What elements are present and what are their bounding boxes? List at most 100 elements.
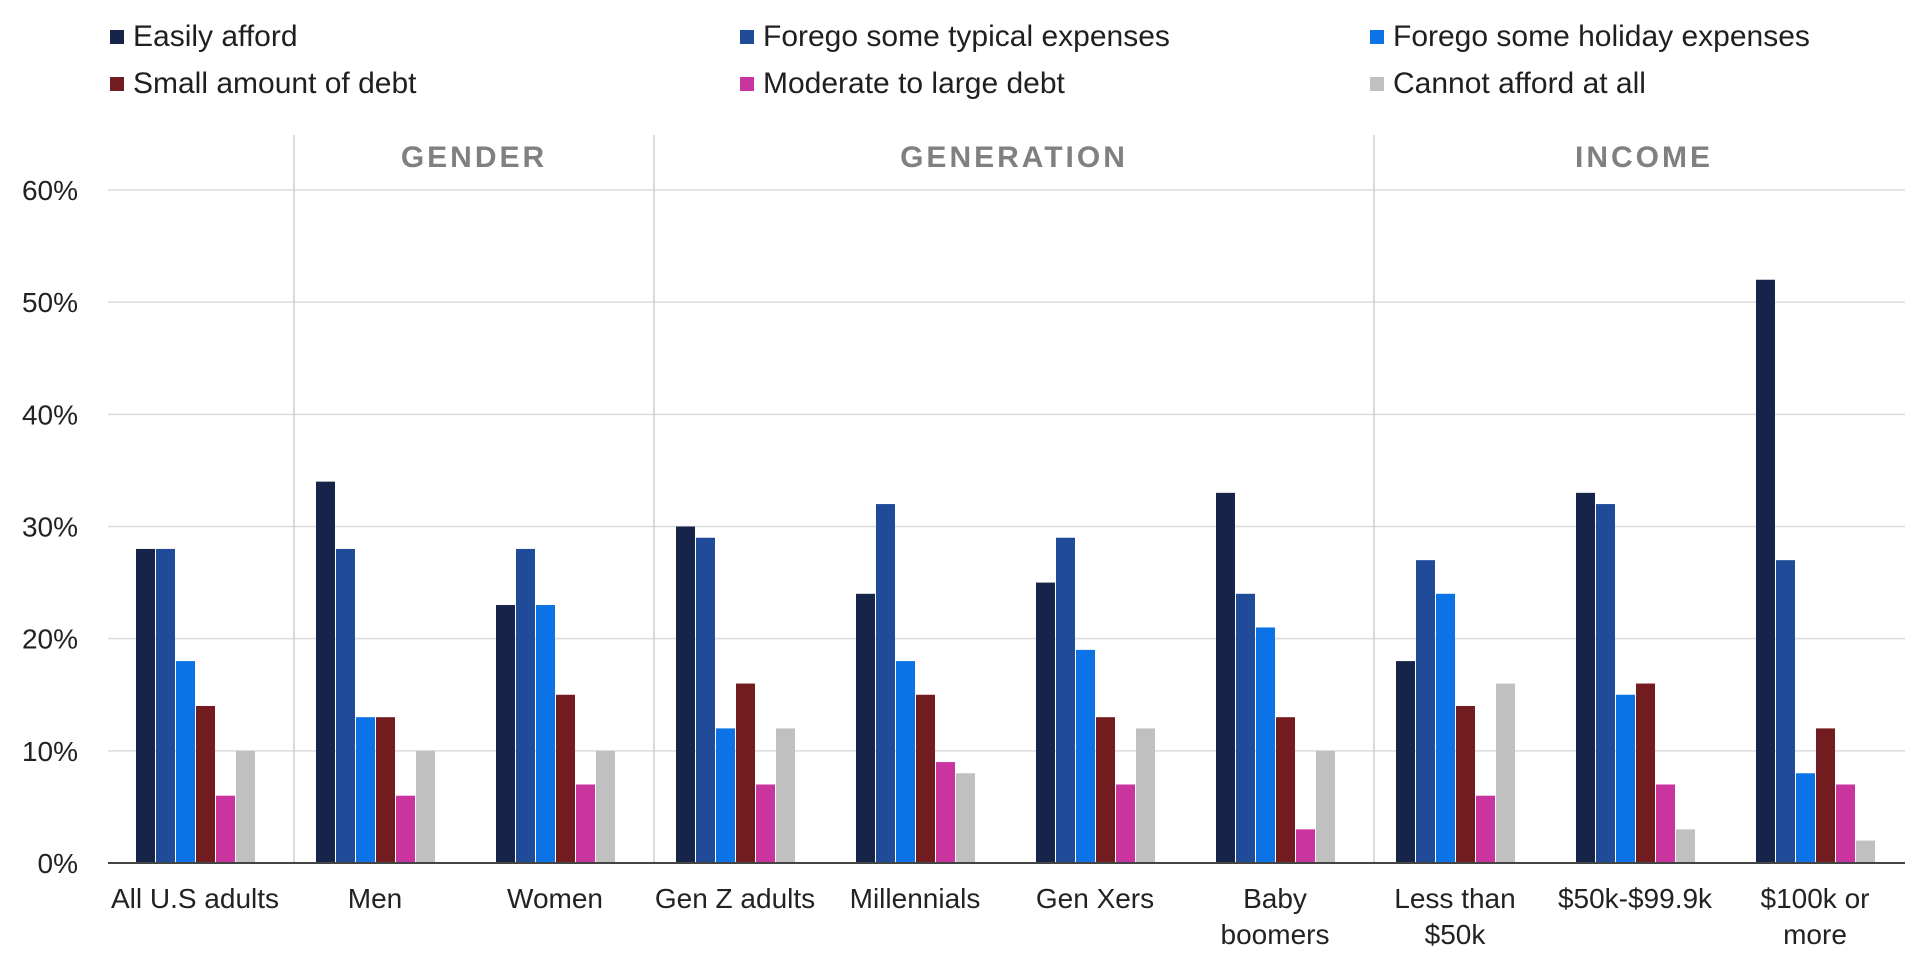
bar [776,728,795,863]
group-label: GENERATION [900,141,1128,174]
x-tick-label: Millennials [850,883,981,914]
legend-swatch [740,30,754,44]
bar [1116,784,1135,863]
x-tick-label: Less than [1394,883,1515,914]
bar [536,605,555,863]
legend-label: Forego some typical expenses [763,20,1170,53]
x-tick-label: All U.S adults [111,883,279,914]
legend-item: Forego some holiday expenses [1370,20,1810,54]
x-tick-label: boomers [1221,919,1330,950]
bar [1636,683,1655,863]
x-tick-label: $100k or [1761,883,1870,914]
bar [1056,537,1075,863]
bar [1596,504,1615,863]
legend-item: Easily afford [110,20,298,54]
legend-label: Moderate to large debt [763,67,1065,100]
legend-label: Forego some holiday expenses [1393,20,1810,53]
bar [216,795,235,863]
bar [1836,784,1855,863]
legend-label: Cannot afford at all [1393,67,1646,100]
bar [176,661,195,863]
bar [876,504,895,863]
x-tick-label: Gen Xers [1036,883,1154,914]
y-tick-label: 10% [22,736,78,767]
x-tick-label: $50k-$99.9k [1558,883,1713,914]
bar [1616,694,1635,863]
legend-label: Small amount of debt [133,67,417,100]
bar [1676,829,1695,863]
bar [756,784,775,863]
y-tick-label: 30% [22,512,78,543]
x-tick-label: $50k [1425,919,1487,950]
legend-swatch [110,30,124,44]
legend-item: Moderate to large debt [740,67,1065,101]
group-label: INCOME [1575,141,1713,174]
legend-swatch [110,77,124,91]
bar [136,548,155,863]
bar [1416,560,1435,863]
bar [1216,492,1235,863]
bar [1776,560,1795,863]
legend-swatch [1370,77,1384,91]
bar [1496,683,1515,863]
bar [716,728,735,863]
bar [1576,492,1595,863]
bar [156,548,175,863]
bar [396,795,415,863]
y-tick-label: 60% [22,175,78,206]
bar [1316,750,1335,863]
x-tick-label: Men [348,883,402,914]
x-tick-label: Women [507,883,603,914]
bar [956,773,975,863]
bar [516,548,535,863]
bar [1096,717,1115,863]
bar [1076,649,1095,863]
bar [896,661,915,863]
legend-label: Easily afford [133,20,298,53]
y-tick-label: 20% [22,624,78,655]
bar [496,605,515,863]
bar [676,526,695,863]
bar [1036,582,1055,863]
group-label: GENDER [401,141,547,174]
legend-swatch [1370,30,1384,44]
legend-item: Forego some typical expenses [740,20,1170,54]
y-tick-label: 40% [22,399,78,430]
bar [1476,795,1495,863]
bar [1756,279,1775,863]
bar [316,481,335,863]
bar [1856,840,1875,863]
bar [936,762,955,863]
legend-swatch [740,77,754,91]
bar [356,717,375,863]
bar [1396,661,1415,863]
bar [1256,627,1275,863]
bar [696,537,715,863]
x-tick-label: Gen Z adults [655,883,815,914]
bar [376,717,395,863]
bar [416,750,435,863]
bar [1816,728,1835,863]
y-tick-label: 50% [22,287,78,318]
bar [556,694,575,863]
bar [576,784,595,863]
bar [736,683,755,863]
x-tick-label: more [1783,919,1847,950]
bar [916,694,935,863]
bar [236,750,255,863]
bar [1656,784,1675,863]
legend: Easily afford Forego some typical expense… [110,20,1910,120]
bar [596,750,615,863]
bar [196,705,215,863]
bar [1456,705,1475,863]
y-tick-label: 0% [38,848,78,879]
bar [1796,773,1815,863]
bar [1296,829,1315,863]
legend-item: Small amount of debt [110,67,417,101]
bar [1276,717,1295,863]
bar [1436,593,1455,863]
bar [856,593,875,863]
x-tick-label: Baby [1243,883,1307,914]
bar [336,548,355,863]
